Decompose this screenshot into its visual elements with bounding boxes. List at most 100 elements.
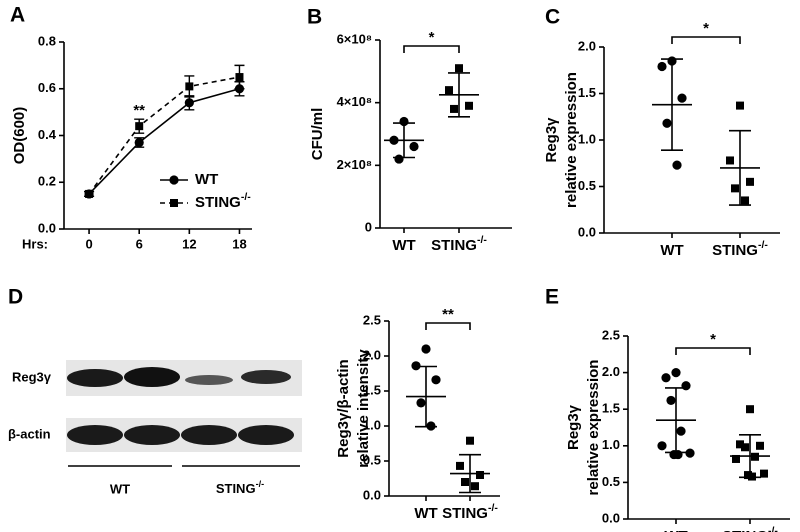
marker [741, 443, 749, 452]
blot-band [241, 370, 291, 384]
error-bar [661, 58, 683, 152]
y-tick-label: 1.5 [602, 401, 620, 416]
blot-band [185, 375, 233, 385]
significance-label: * [429, 29, 435, 46]
marker [416, 398, 426, 408]
marker [726, 156, 734, 165]
western-blot: Reg3γ β-actin WT STING-/- [8, 360, 302, 496]
marker [672, 160, 682, 170]
marker [736, 440, 744, 449]
legend-label: STING-/- [195, 191, 251, 211]
x-tick-label: 0 [85, 236, 92, 251]
y-tick-label: 0.6 [38, 80, 56, 95]
y-axis-label: relative intensity [355, 349, 372, 468]
marker [671, 368, 681, 378]
marker [85, 189, 94, 198]
x-tick-label: 6 [136, 236, 143, 251]
marker [465, 101, 473, 110]
y-tick-label: 2.0 [578, 38, 596, 53]
y-tick-label: 1.5 [363, 382, 381, 397]
marker [661, 373, 671, 383]
blot-band [181, 425, 237, 445]
significance-bracket [425, 322, 471, 330]
marker [760, 469, 768, 478]
y-tick-label: 2.0 [602, 364, 620, 379]
marker [746, 405, 754, 414]
significance-label: * [703, 20, 709, 37]
legend-label: WT [195, 171, 218, 188]
legend-marker [170, 199, 178, 207]
marker [676, 426, 686, 436]
marker [135, 122, 144, 131]
error-bar [415, 365, 437, 428]
marker [666, 395, 676, 406]
y-axis-label: Reg3γ [543, 117, 560, 163]
error-bar [739, 434, 761, 479]
panel-label: B [307, 6, 322, 29]
y-tick-label: 0.5 [578, 178, 596, 193]
blot-row-label: Reg3γ [12, 369, 52, 384]
blot-band [124, 367, 180, 387]
marker [732, 454, 740, 463]
annotation: ** [133, 102, 145, 119]
blot-group-label: WT [110, 481, 130, 496]
marker [134, 137, 144, 148]
marker [662, 118, 672, 128]
y-tick-label: 0.8 [38, 33, 56, 48]
marker [677, 93, 687, 103]
marker [746, 177, 754, 186]
panel-label: E [545, 286, 559, 309]
y-tick-label: 0.0 [38, 220, 56, 235]
x-axis-label: Hrs: [22, 236, 48, 251]
x-tick-label: STING-/- [431, 234, 487, 254]
marker [235, 73, 244, 82]
marker [421, 344, 431, 354]
significance-bracket [675, 347, 751, 355]
marker [455, 64, 463, 73]
blot-band [238, 425, 294, 445]
x-tick-label: 12 [182, 236, 196, 251]
marker [409, 141, 419, 152]
y-axis-label: Reg3γ/β-actin [335, 359, 352, 457]
marker [184, 98, 194, 108]
y-tick-label: 0 [365, 219, 372, 234]
significance-label: * [710, 331, 716, 348]
y-axis-label: OD(600) [11, 107, 28, 165]
x-tick-label: WT [392, 237, 415, 254]
significance-label: ** [442, 306, 454, 323]
marker [657, 441, 667, 451]
y-tick-label: 6×10⁸ [337, 31, 372, 46]
y-tick-label: 2.0 [363, 347, 381, 362]
legend-marker [169, 175, 179, 185]
marker [185, 82, 194, 91]
panel-label: A [10, 4, 25, 27]
y-tick-label: 4×10⁸ [337, 94, 372, 109]
y-tick-label: 0.0 [363, 487, 381, 502]
x-tick-label: WT [660, 242, 683, 259]
y-tick-label: 0.0 [602, 510, 620, 525]
y-tick-label: 0.4 [38, 127, 57, 142]
marker [466, 436, 474, 445]
error-bar [729, 129, 751, 206]
marker [450, 104, 458, 113]
y-axis-label: relative expression [563, 72, 580, 208]
series-line [88, 76, 240, 195]
error-bar [459, 453, 481, 494]
y-tick-label: 1.5 [578, 85, 596, 100]
y-tick-label: 0.5 [363, 452, 381, 467]
error-bar [448, 72, 470, 118]
y-tick-label: 2×10⁸ [337, 157, 372, 172]
marker [657, 61, 667, 72]
y-tick-label: 0.2 [38, 174, 56, 189]
marker [736, 101, 744, 110]
marker [431, 375, 441, 385]
x-tick-label: STING-/- [712, 239, 768, 259]
y-axis-label: CFU/ml [309, 108, 326, 161]
y-tick-label: 1.0 [578, 131, 596, 146]
marker [471, 482, 479, 491]
marker [445, 86, 453, 95]
y-tick-label: 1.0 [363, 417, 381, 432]
blot-row-label: β-actin [8, 426, 51, 441]
marker [456, 461, 464, 470]
